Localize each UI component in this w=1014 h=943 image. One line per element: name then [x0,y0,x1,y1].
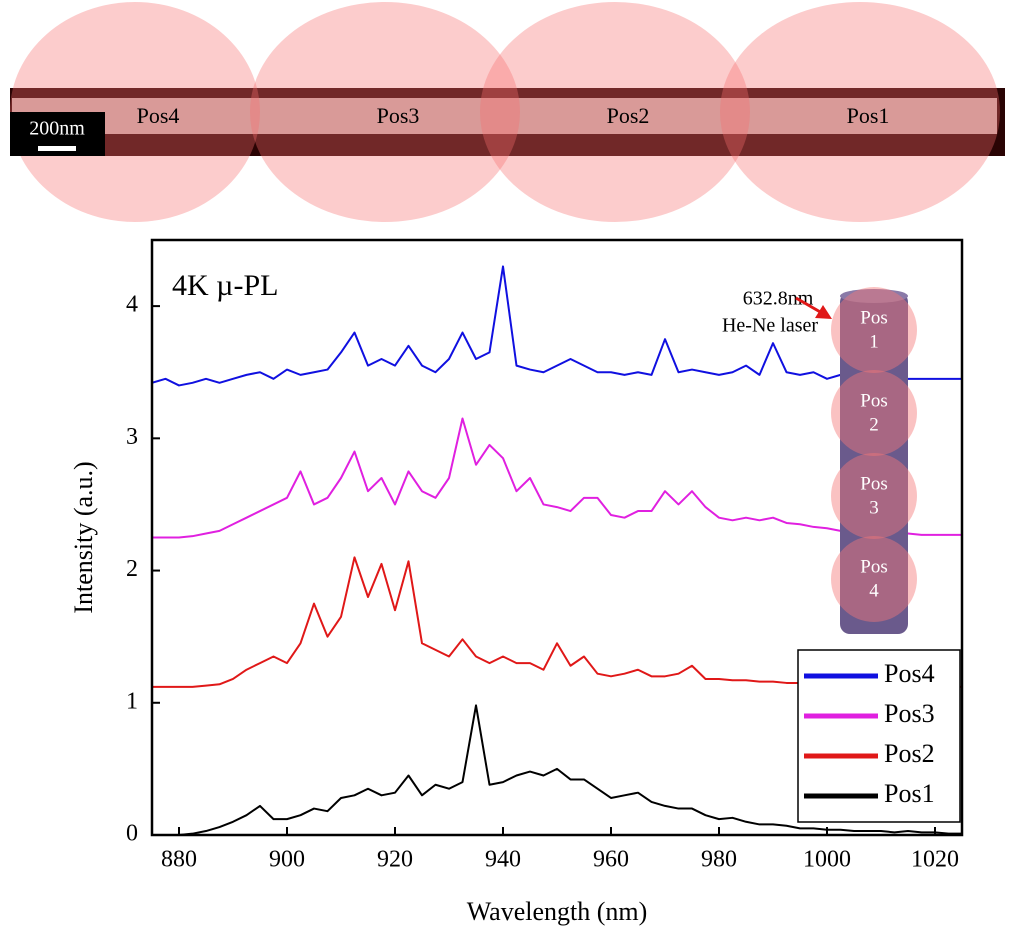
y-tick-label: 0 [126,821,138,847]
y-tick-label: 2 [126,556,138,582]
y-tick-label: 1 [126,688,138,714]
laser-label: He-Ne laser [722,315,818,337]
legend-label: Pos2 [884,739,935,768]
spot [720,2,1000,222]
legend-label: Pos4 [884,659,935,688]
pos-label: Pos1 [847,103,890,128]
inset-spot [831,453,917,539]
inset-cylinder-top [840,289,908,303]
laser-label: 632.8nm [743,288,814,310]
scale-label: 200nm [29,118,85,140]
y-tick-label: 4 [126,292,138,318]
plot: 880 900 920 940 960 980 1000 102001234Pos1Pos2P… [69,238,964,926]
x-axis-title: Wavelength (nm) [467,897,648,926]
plot-frame [150,238,964,837]
scale-bar [38,146,76,151]
micrograph: 200nm Pos4 Pos3 Pos2 Pos1 [10,2,1005,222]
x-tick-label: 980 [701,847,737,873]
x-tick-label: 900 [269,847,305,873]
inset-label: Pos [860,473,887,494]
x-tick-label: 1000 [803,847,851,873]
x-tick-label: 920 [377,847,413,873]
inset-label: Pos [860,390,887,411]
inset-spot [831,287,917,373]
laser-arrow [795,296,823,315]
inset-label: Pos [860,556,887,577]
inset-spot [831,370,917,456]
pos-label: Pos4 [137,103,180,128]
x-tick-label: 880 [161,847,197,873]
inset-label: 2 [869,414,879,435]
pos-label: Pos2 [607,103,650,128]
inset-label: 3 [869,497,879,518]
x-tick-label: 1020 [911,847,959,873]
x-tick-label: 940 [485,847,521,873]
legend-label: Pos3 [884,699,935,728]
y-axis-title: Intensity (a.u.) [69,461,98,613]
series-line [152,417,962,539]
spot [10,2,260,222]
x-tick-label: 960 [593,847,629,873]
legend-label: Pos1 [884,779,935,808]
laser-arrowhead [815,305,832,319]
series-line [152,265,962,387]
series-line [152,704,962,835]
pos-label: Pos3 [377,103,420,128]
legend-box [797,649,961,823]
inset-label: 1 [869,331,879,352]
inset-cylinder [840,292,908,634]
inset-label: 4 [869,580,879,601]
y-tick-label: 3 [126,424,138,450]
inset-spot [831,536,917,622]
annotation: 4K µ-PL [172,269,278,302]
inset-label: Pos [860,307,887,328]
spot [480,2,750,222]
nanowire [12,98,997,134]
spot [250,2,520,222]
